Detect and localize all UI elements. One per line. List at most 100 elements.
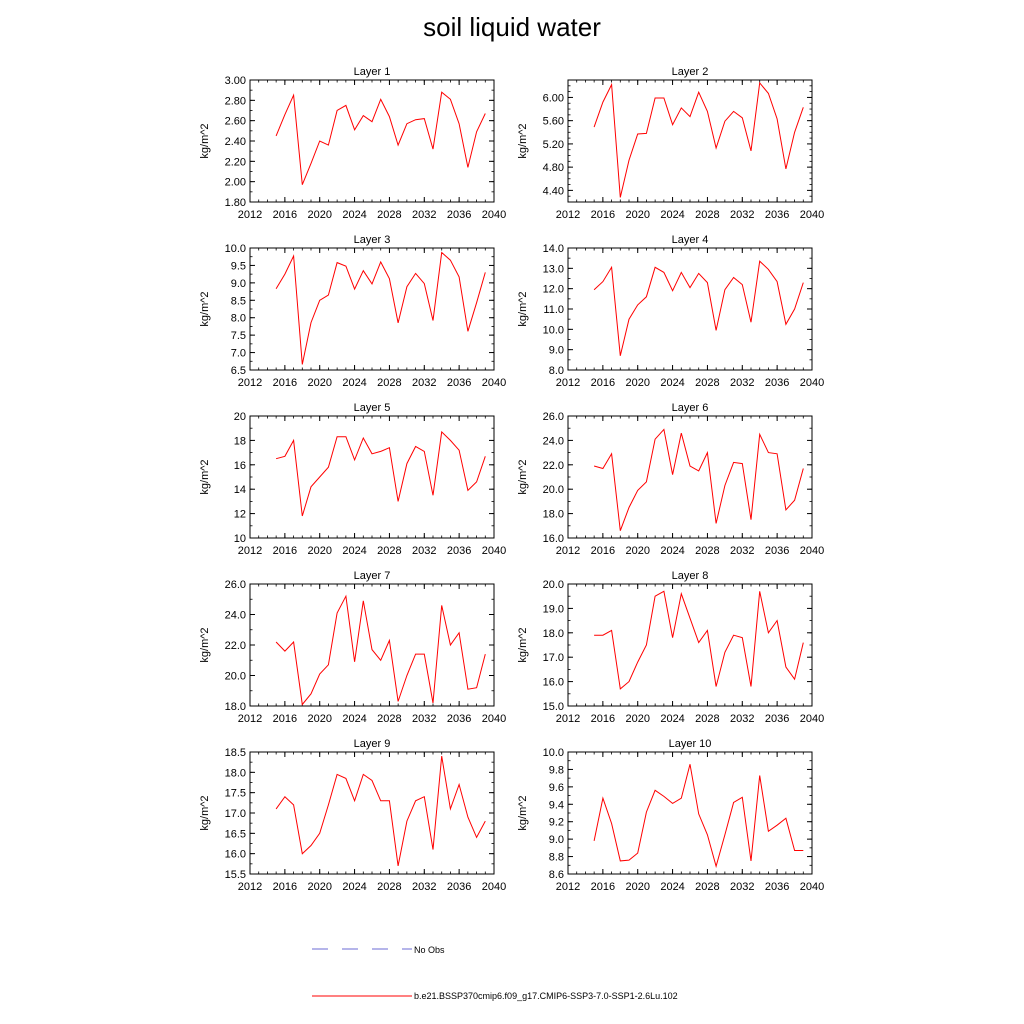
x-tick-label: 2024 [660, 545, 684, 557]
x-tick-label: 2012 [556, 545, 580, 557]
chart-panel-7: Layer 7 kg/m^2 2012 2016 2020 2024 2028 2032 203… [199, 570, 506, 725]
x-tick-label: 2012 [238, 881, 262, 893]
plot-frame [249, 583, 495, 707]
series-line [593, 764, 804, 869]
y-tick-label: 2.00 [225, 177, 246, 189]
y-tick-label: 20.0 [543, 484, 564, 496]
y-tick-label: 8.5 [231, 295, 246, 307]
series-line [275, 91, 486, 185]
x-tick-label: 2028 [377, 713, 401, 725]
plot-frame [249, 247, 495, 371]
y-tick-label: 6.00 [543, 92, 564, 104]
x-tick-label: 2024 [342, 545, 366, 557]
chart-panel-3: Layer 3 kg/m^2 2012 2016 2020 2024 2028 2032 203… [199, 234, 506, 389]
y-tick-label: 9.4 [549, 799, 564, 811]
panel-title: Layer 10 [669, 738, 712, 750]
x-tick-label: 2016 [273, 881, 297, 893]
x-tick-label: 2032 [412, 713, 436, 725]
x-tick-label: 2012 [556, 377, 580, 389]
x-tick-label: 2032 [412, 881, 436, 893]
y-tick-label: 2.20 [225, 156, 246, 168]
y-tick-label: 9.0 [549, 345, 564, 357]
x-tick-label: 2020 [625, 713, 649, 725]
y-axis-label: kg/m^2 [517, 459, 529, 494]
x-tick-label: 2020 [307, 545, 331, 557]
chart-panel-1: Layer 1 kg/m^2 2012 2016 2020 2024 2028 2032 203… [199, 66, 506, 221]
panel-title: Layer 3 [354, 234, 391, 246]
plot-frame [567, 751, 813, 875]
y-tick-label: 22.0 [543, 460, 564, 472]
y-tick-label: 3.00 [225, 75, 246, 87]
y-tick-label: 7.0 [231, 348, 246, 360]
y-tick-label: 8.8 [549, 852, 564, 864]
x-tick-label: 2020 [625, 209, 649, 221]
x-tick-label: 2016 [591, 545, 615, 557]
panel-title: Layer 8 [672, 570, 709, 582]
x-tick-label: 2040 [800, 377, 824, 389]
x-tick-label: 2032 [412, 545, 436, 557]
y-axis-label: kg/m^2 [517, 291, 529, 326]
x-tick-label: 2020 [307, 377, 331, 389]
x-tick-label: 2024 [342, 713, 366, 725]
y-tick-label: 9.6 [549, 782, 564, 794]
x-tick-label: 2028 [695, 377, 719, 389]
x-tick-label: 2028 [695, 209, 719, 221]
y-tick-label: 15.0 [543, 701, 564, 713]
y-tick-label: 16.0 [225, 849, 246, 861]
y-tick-label: 8.0 [549, 365, 564, 377]
x-tick-label: 2040 [482, 209, 506, 221]
chart-panel-6: Layer 6 kg/m^2 2012 2016 2020 2024 2028 2032 203… [517, 402, 824, 557]
y-tick-label: 13.0 [543, 263, 564, 275]
series-line [593, 260, 804, 356]
y-tick-label: 16 [234, 460, 246, 472]
series-line [593, 428, 804, 531]
x-tick-label: 2036 [765, 881, 789, 893]
y-tick-label: 10.0 [225, 243, 246, 255]
panel-title: Layer 4 [672, 234, 709, 246]
x-tick-label: 2032 [730, 209, 754, 221]
x-tick-label: 2012 [238, 209, 262, 221]
x-tick-label: 2028 [377, 881, 401, 893]
y-tick-label: 12 [234, 509, 246, 521]
y-tick-label: 1.80 [225, 197, 246, 209]
series-line [275, 756, 486, 866]
x-tick-label: 2032 [730, 713, 754, 725]
x-tick-label: 2024 [660, 377, 684, 389]
page-title: soil liquid water [423, 12, 601, 42]
plot-frame [567, 415, 813, 539]
y-tick-label: 18.0 [543, 509, 564, 521]
x-tick-label: 2028 [695, 881, 719, 893]
x-tick-label: 2020 [625, 377, 649, 389]
x-tick-label: 2032 [730, 377, 754, 389]
y-tick-label: 9.8 [549, 764, 564, 776]
x-tick-label: 2040 [800, 713, 824, 725]
x-tick-label: 2028 [377, 545, 401, 557]
y-tick-label: 18.0 [543, 628, 564, 640]
x-tick-label: 2016 [273, 713, 297, 725]
y-tick-label: 18.0 [225, 701, 246, 713]
x-tick-label: 2020 [307, 881, 331, 893]
x-tick-label: 2040 [800, 209, 824, 221]
y-tick-label: 20.0 [225, 671, 246, 683]
x-tick-label: 2020 [307, 209, 331, 221]
y-tick-label: 18 [234, 435, 246, 447]
series-line [275, 430, 486, 517]
x-tick-label: 2036 [765, 209, 789, 221]
legend: No Obs b.e21.BSSP370cmip6.f09_g17.CMIP6-S… [312, 945, 678, 1001]
panel-title: Layer 7 [354, 570, 391, 582]
x-tick-label: 2024 [660, 881, 684, 893]
x-tick-label: 2024 [342, 881, 366, 893]
x-tick-label: 2036 [765, 713, 789, 725]
x-tick-label: 2036 [765, 377, 789, 389]
y-axis-label: kg/m^2 [199, 459, 211, 494]
x-tick-label: 2016 [273, 209, 297, 221]
x-tick-label: 2012 [556, 881, 580, 893]
plot-frame [249, 751, 495, 875]
series-line [593, 81, 804, 198]
y-axis-label: kg/m^2 [199, 627, 211, 662]
series-line [275, 594, 486, 706]
x-tick-label: 2012 [238, 545, 262, 557]
x-tick-label: 2040 [482, 881, 506, 893]
y-tick-label: 16.0 [543, 533, 564, 545]
